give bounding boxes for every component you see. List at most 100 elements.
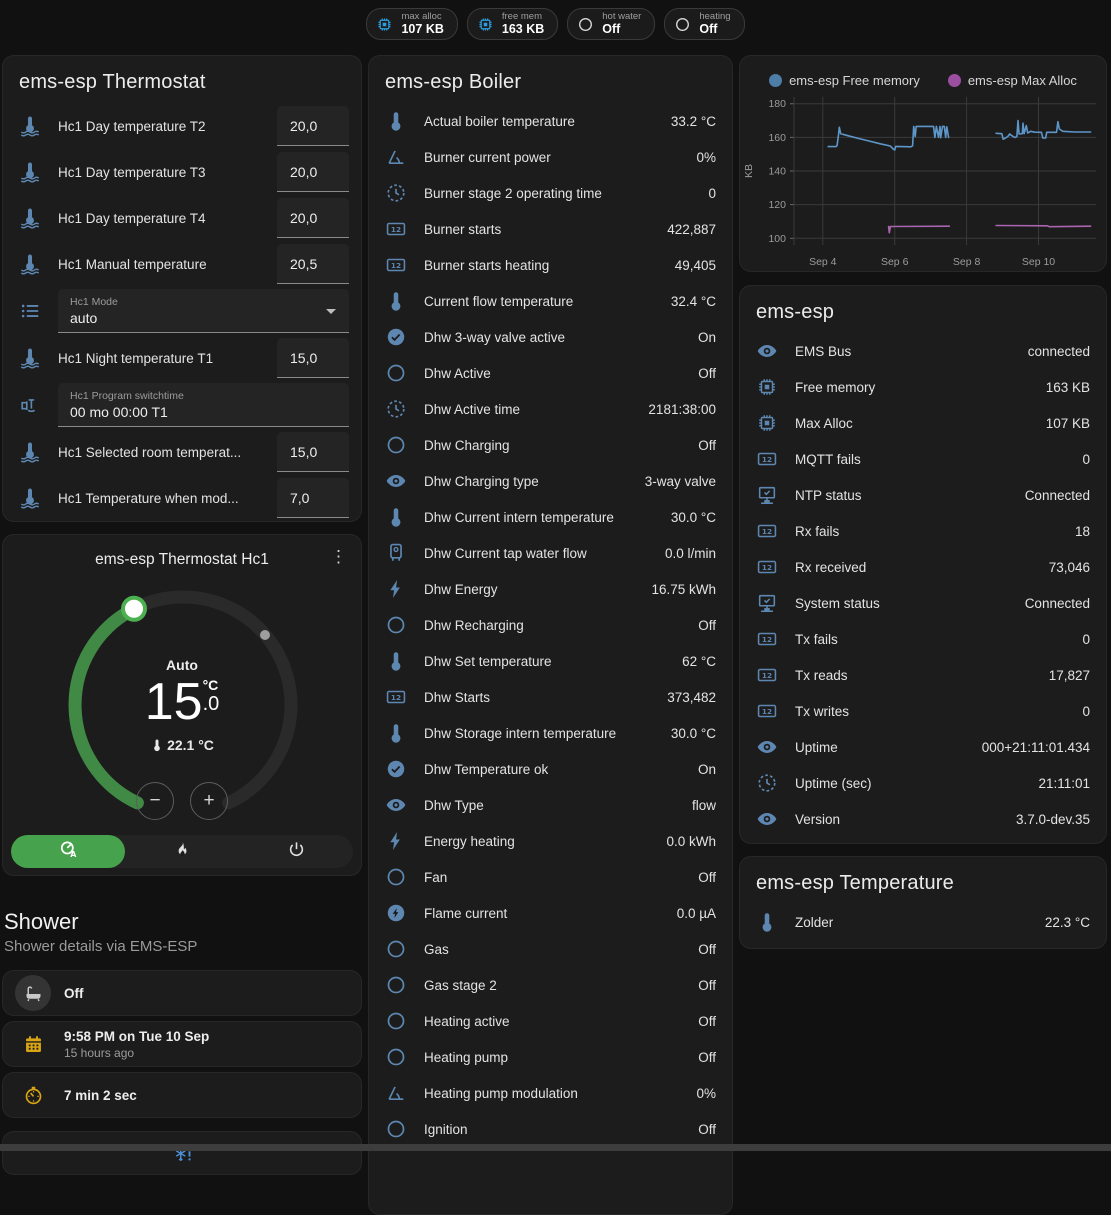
- kebab-menu-icon[interactable]: ⋮: [330, 547, 347, 566]
- number-input[interactable]: 20,0: [277, 152, 349, 192]
- entity-state: 107 KB: [1045, 415, 1090, 431]
- entity-row[interactable]: Version 3.7.0-dev.35: [740, 801, 1106, 837]
- entity-state: 49,405: [674, 257, 716, 273]
- entity-name: Uptime: [795, 739, 838, 755]
- entity-row[interactable]: 12 Dhw Starts 373,482: [369, 679, 732, 715]
- entity-row[interactable]: Actual boiler temperature 33.2 °C: [369, 103, 732, 139]
- counter-icon: 12: [756, 556, 778, 578]
- temperature-card: ems-esp Temperature Zolder 22.3 °C: [739, 856, 1107, 949]
- entity-state: 32.4 °C: [670, 293, 716, 309]
- target-temp-handle[interactable]: [121, 595, 147, 622]
- entity-row[interactable]: EMS Bus connected: [740, 333, 1106, 369]
- status-chip[interactable]: max alloc 107 KB: [366, 8, 458, 40]
- shower-item-card[interactable]: 7 min 2 sec: [2, 1072, 362, 1118]
- shower-item-card[interactable]: [2, 1131, 362, 1175]
- hvac-mode-off-button[interactable]: [239, 835, 353, 868]
- legend-item[interactable]: ems-esp Free memory: [769, 69, 920, 91]
- entity-row[interactable]: Dhw Set temperature 62 °C: [369, 643, 732, 679]
- eye-icon: [756, 808, 778, 830]
- angle-icon: [385, 1082, 407, 1104]
- entity-row[interactable]: Uptime (sec) 21:11:01: [740, 765, 1106, 801]
- svg-text:12: 12: [762, 671, 772, 680]
- entity-row[interactable]: 12 Tx reads 17,827: [740, 657, 1106, 693]
- entity-row[interactable]: Heating pump modulation 0%: [369, 1075, 732, 1111]
- increase-temp-button[interactable]: +: [190, 782, 228, 820]
- entity-row[interactable]: 12 Tx fails 0: [740, 621, 1106, 657]
- chip-value: Off: [602, 22, 621, 37]
- entity-row[interactable]: Dhw Energy 16.75 kWh: [369, 571, 732, 607]
- hvac-mode-switcher: A: [11, 835, 353, 868]
- entity-row[interactable]: Dhw Type flow: [369, 787, 732, 823]
- status-chip[interactable]: free mem 163 KB: [466, 8, 559, 40]
- entity-state: Off: [698, 869, 716, 885]
- entity-row[interactable]: Dhw 3-way valve active On: [369, 319, 732, 355]
- chip-icon: [376, 16, 393, 33]
- text-input[interactable]: Hc1 Program switchtime 00 mo 00:00 T1: [58, 383, 349, 427]
- number-input[interactable]: 7,0: [277, 478, 349, 518]
- entity-row[interactable]: 12 MQTT fails 0: [740, 441, 1106, 477]
- entity-state: On: [697, 761, 716, 777]
- number-input[interactable]: 15,0: [277, 338, 349, 378]
- entity-row[interactable]: Burner current power 0%: [369, 139, 732, 175]
- entity-row[interactable]: Heating pump Off: [369, 1039, 732, 1075]
- entity-row[interactable]: Free memory 163 KB: [740, 369, 1106, 405]
- entity-row[interactable]: Dhw Temperature ok On: [369, 751, 732, 787]
- entity-row[interactable]: Dhw Current intern temperature 30.0 °C: [369, 499, 732, 535]
- entity-row[interactable]: Dhw Active time 2181:38:00: [369, 391, 732, 427]
- hvac-mode-auto-button[interactable]: A: [11, 835, 125, 868]
- number-input[interactable]: 20,0: [277, 106, 349, 146]
- entity-row[interactable]: Gas Off: [369, 931, 732, 967]
- entity-name: Dhw Current intern temperature: [424, 509, 614, 525]
- entity-row[interactable]: 12 Rx received 73,046: [740, 549, 1106, 585]
- entity-row[interactable]: Burner stage 2 operating time 0: [369, 175, 732, 211]
- entity-row[interactable]: Ignition Off: [369, 1111, 732, 1147]
- entity-row[interactable]: 12 Rx fails 18: [740, 513, 1106, 549]
- horizontal-scrollbar[interactable]: [0, 1144, 1111, 1151]
- entity-name: Hc1 Day temperature T3: [58, 164, 206, 180]
- entity-state: 30.0 °C: [670, 509, 716, 525]
- entity-row[interactable]: 12 Tx writes 0: [740, 693, 1106, 729]
- entity-row[interactable]: 12 Burner starts heating 49,405: [369, 247, 732, 283]
- number-input[interactable]: 20,0: [277, 198, 349, 238]
- shower-item-card[interactable]: 9:58 PM on Tue 10 Sep 15 hours ago: [2, 1021, 362, 1067]
- entity-row[interactable]: System status Connected: [740, 585, 1106, 621]
- entity-row[interactable]: Uptime 000+21:11:01.434: [740, 729, 1106, 765]
- entity-row[interactable]: Dhw Current tap water flow 0.0 l/min: [369, 535, 732, 571]
- chip-value: Off: [699, 22, 718, 37]
- entity-row[interactable]: Dhw Active Off: [369, 355, 732, 391]
- entity-row[interactable]: Gas stage 2 Off: [369, 967, 732, 1003]
- entity-row[interactable]: Dhw Recharging Off: [369, 607, 732, 643]
- svg-text:180: 180: [768, 98, 786, 110]
- entity-row[interactable]: Fan Off: [369, 859, 732, 895]
- entity-row[interactable]: Dhw Charging type 3-way valve: [369, 463, 732, 499]
- entity-row[interactable]: Heating active Off: [369, 1003, 732, 1039]
- svg-text:12: 12: [762, 635, 772, 644]
- entity-row[interactable]: NTP status Connected: [740, 477, 1106, 513]
- entity-row[interactable]: Dhw Storage intern temperature 30.0 °C: [369, 715, 732, 751]
- entity-state: 0%: [696, 1085, 716, 1101]
- chip-text: hot water Off: [602, 10, 642, 37]
- shower-item-card[interactable]: Off: [2, 970, 362, 1016]
- svg-text:12: 12: [762, 707, 772, 716]
- legend-item[interactable]: ems-esp Max Alloc: [947, 69, 1077, 91]
- number-input[interactable]: 20,5: [277, 244, 349, 284]
- entity-row[interactable]: Max Alloc 107 KB: [740, 405, 1106, 441]
- entity-row[interactable]: 12 Burner starts 422,887: [369, 211, 732, 247]
- emsesp-card-title: ems-esp: [756, 301, 835, 323]
- entity-row[interactable]: Zolder 22.3 °C: [740, 904, 1106, 940]
- thermostat-dial[interactable]: [3, 565, 362, 835]
- entity-row[interactable]: Energy heating 0.0 kWh: [369, 823, 732, 859]
- number-input[interactable]: 15,0: [277, 432, 349, 472]
- thermometer-water-icon: [19, 441, 41, 463]
- status-chip[interactable]: heating Off: [664, 8, 745, 40]
- hvac-mode-heat-button[interactable]: [125, 835, 239, 868]
- decrease-temp-button[interactable]: −: [136, 782, 174, 820]
- entity-name: Fan: [424, 869, 448, 885]
- entity-row[interactable]: Flame current 0.0 µA: [369, 895, 732, 931]
- chip-label: hot water: [602, 10, 642, 22]
- chart-legend: ems-esp Free memory ems-esp Max Alloc: [740, 56, 1106, 91]
- mode-select[interactable]: Hc1 Mode auto: [58, 289, 349, 333]
- entity-row[interactable]: Current flow temperature 32.4 °C: [369, 283, 732, 319]
- status-chip[interactable]: hot water Off: [567, 8, 656, 40]
- entity-row[interactable]: Dhw Charging Off: [369, 427, 732, 463]
